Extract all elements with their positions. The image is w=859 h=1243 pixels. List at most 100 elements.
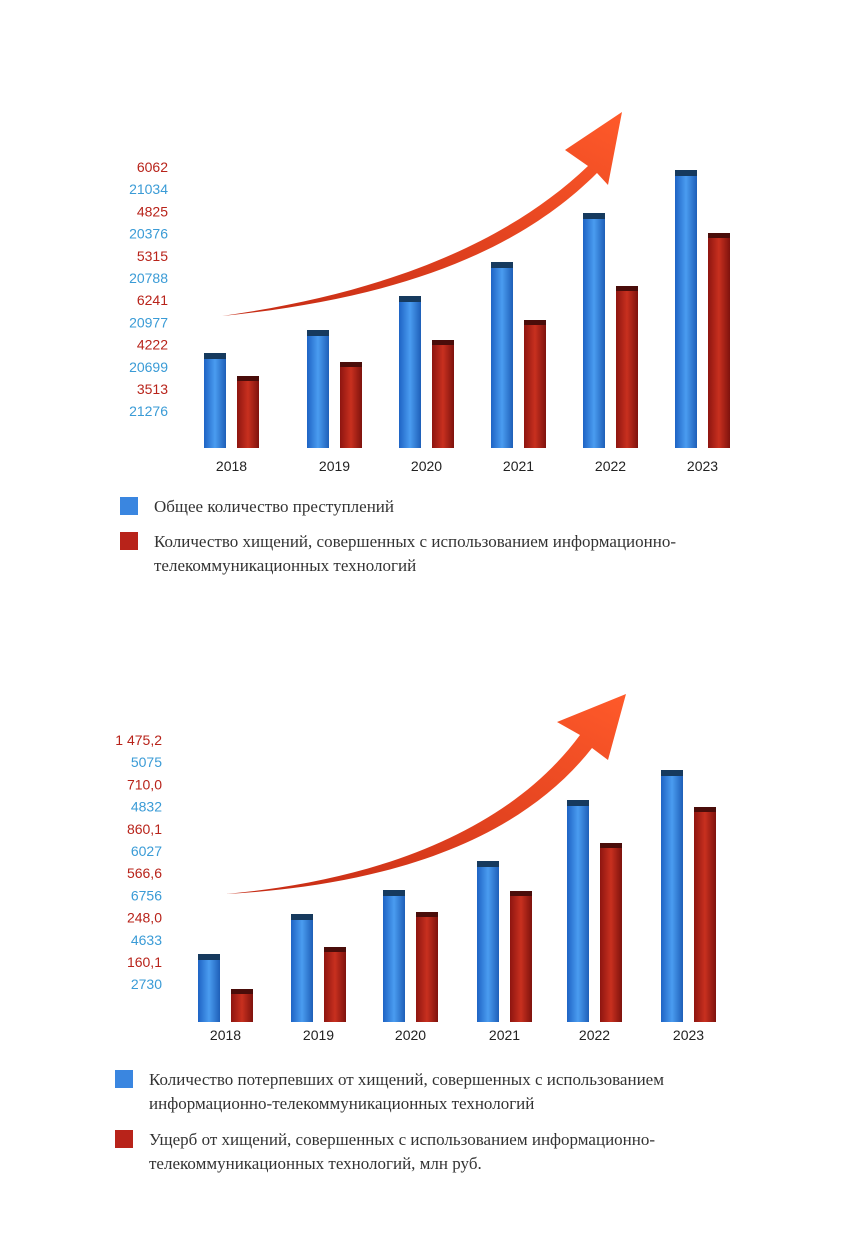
legend-swatch-blue (120, 497, 138, 515)
value-label: 20376 (129, 226, 168, 242)
chart-victims-damage: 1 475,2 5075 710,0 4832 860,1 6027 566,6 6756 24… (115, 694, 716, 1043)
bar-red-top-2019 (340, 362, 362, 367)
value-label: 4825 (137, 203, 168, 219)
x-tick-label: 2022 (579, 1027, 610, 1043)
bar-red-top-2023 (694, 807, 716, 812)
x-tick-label: 2021 (489, 1027, 520, 1043)
bar-blue-2019 (291, 914, 313, 1022)
legend-swatch-blue (115, 1070, 133, 1088)
value-label: 710,0 (127, 776, 162, 792)
x-tick-label: 2022 (595, 458, 626, 474)
bar-red-top-2022 (616, 286, 638, 291)
legend-swatch-red (115, 1130, 133, 1148)
bar-red-top-2018 (231, 989, 253, 994)
legend-label: Количество хищений, совершенных с исполь… (154, 532, 677, 575)
bar-red-2020 (432, 340, 454, 448)
x-tick-label: 2021 (503, 458, 534, 474)
value-label: 4633 (131, 932, 162, 948)
bar-red-2019 (340, 362, 362, 448)
x-tick-label: 2018 (210, 1027, 241, 1043)
bar-blue-top-2022 (567, 800, 589, 806)
bar-blue-top-2023 (675, 170, 697, 176)
bar-blue-top-2019 (291, 914, 313, 920)
x-tick-label: 2019 (319, 458, 350, 474)
x-tick-label: 2023 (687, 458, 718, 474)
value-label: 860,1 (127, 821, 162, 837)
bar-blue-top-2020 (383, 890, 405, 896)
x-tick-label: 2020 (411, 458, 442, 474)
value-label: 160,1 (127, 954, 162, 970)
bar-blue-top-2020 (399, 296, 421, 302)
bar-blue-top-2018 (198, 954, 220, 960)
value-label: 20977 (129, 314, 168, 330)
bar-red-2019 (324, 947, 346, 1022)
bar-red-2023 (708, 233, 730, 448)
bar-red-top-2021 (524, 320, 546, 325)
trend-arrow (222, 112, 622, 316)
bar-blue-top-2022 (583, 213, 605, 219)
value-label: 2730 (131, 976, 162, 992)
bar-red-2021 (510, 891, 532, 1022)
value-label: 6027 (131, 843, 162, 859)
chart-crimes: 6062 21034 4825 20376 5315 20788 6241 20977 4222… (129, 112, 730, 474)
legend-swatch-red (120, 532, 138, 550)
bar-blue-2019 (307, 330, 329, 448)
bar-blue-2022 (583, 213, 605, 448)
bar-blue-top-2023 (661, 770, 683, 776)
value-label: 21034 (129, 181, 168, 197)
value-label: 6062 (137, 159, 168, 175)
value-label: 4832 (131, 799, 162, 815)
trend-arrow (226, 694, 626, 894)
bar-blue-2023 (661, 770, 683, 1022)
bar-red-top-2022 (600, 843, 622, 848)
legend-item-damage: Ущерб от хищений, совершенных с использо… (115, 1128, 765, 1176)
x-tick-label: 2023 (673, 1027, 704, 1043)
legend-label: Общее количество преступлений (154, 497, 395, 516)
bar-blue-2023 (675, 170, 697, 448)
value-label: 6756 (131, 887, 162, 903)
bar-blue-2018 (198, 954, 220, 1022)
bar-blue-top-2021 (477, 861, 499, 867)
legend-item-victims: Количество потерпевших от хищений, совер… (115, 1068, 765, 1116)
value-label: 1 475,2 (115, 732, 162, 748)
legend-label: Количество потерпевших от хищений, совер… (149, 1070, 664, 1113)
x-tick-label: 2018 (216, 458, 247, 474)
value-label: 3513 (137, 381, 168, 397)
bar-red-top-2021 (510, 891, 532, 896)
bar-blue-top-2018 (204, 353, 226, 359)
x-tick-label: 2019 (303, 1027, 334, 1043)
bar-red-2021 (524, 320, 546, 448)
bar-red-top-2020 (416, 912, 438, 917)
bar-red-top-2019 (324, 947, 346, 952)
value-label: 4222 (137, 337, 168, 353)
bar-blue-2020 (383, 890, 405, 1022)
bar-blue-2021 (477, 861, 499, 1022)
value-label: 20699 (129, 359, 168, 375)
bar-red-top-2023 (708, 233, 730, 238)
bar-red-2018 (237, 376, 259, 448)
value-label: 21276 (129, 403, 168, 419)
bar-blue-2018 (204, 353, 226, 448)
value-label: 5315 (137, 248, 168, 264)
bar-red-2023 (694, 807, 716, 1022)
legend-item-ict-thefts: Количество хищений, совершенных с исполь… (120, 530, 770, 578)
bar-blue-2020 (399, 296, 421, 448)
bar-red-top-2018 (237, 376, 259, 381)
value-label: 248,0 (127, 910, 162, 926)
bar-red-2020 (416, 912, 438, 1022)
bar-blue-2022 (567, 800, 589, 1022)
bar-red-2018 (231, 989, 253, 1022)
bar-blue-2021 (491, 262, 513, 448)
bar-blue-top-2019 (307, 330, 329, 336)
legend-item-total-crimes: Общее количество преступлений (120, 495, 394, 519)
value-label: 6241 (137, 292, 168, 308)
bar-red-2022 (616, 286, 638, 448)
bar-red-top-2020 (432, 340, 454, 345)
bar-red-2022 (600, 843, 622, 1022)
value-label: 5075 (131, 754, 162, 770)
value-label: 20788 (129, 270, 168, 286)
value-label: 566,6 (127, 865, 162, 881)
x-tick-label: 2020 (395, 1027, 426, 1043)
bar-blue-top-2021 (491, 262, 513, 268)
